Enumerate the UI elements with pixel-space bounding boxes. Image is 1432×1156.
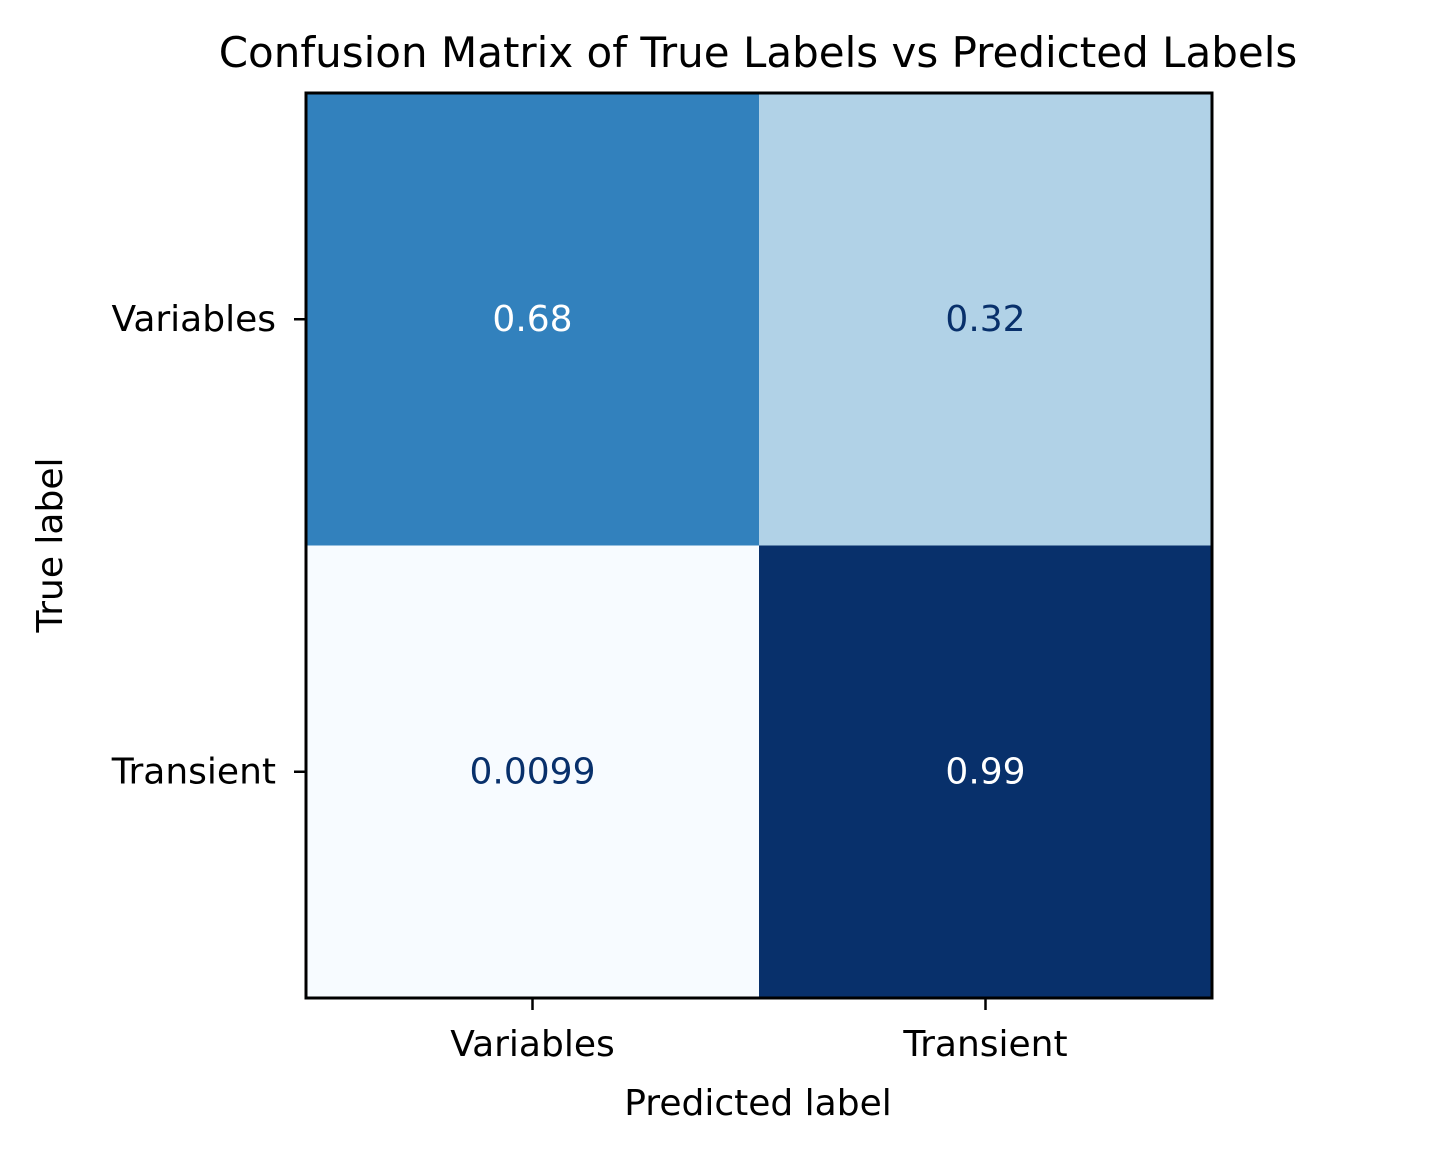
y-tick-label-2: Transient (111, 751, 276, 792)
heatmap-cells (306, 93, 1213, 999)
cell-value-2-1: 0.0099 (470, 751, 596, 792)
y-tick-label-1: Variables (111, 299, 276, 340)
heatmap-cell-2-1 (306, 545, 760, 999)
x-tick-label-1: Variables (450, 1024, 615, 1065)
y-axis-ticks: Variables Transient (111, 299, 306, 792)
chart-title: Confusion Matrix of True Labels vs Predi… (219, 28, 1298, 77)
cell-value-2-2: 0.99 (945, 751, 1025, 792)
cell-value-labels: 0.68 0.32 0.0099 0.99 (470, 299, 1026, 793)
x-axis-ticks: Variables Transient (450, 998, 1068, 1065)
heatmap-cell-1-1 (306, 93, 760, 546)
heatmap-cell-1-2 (759, 93, 1213, 546)
x-axis-label: Predicted label (624, 1083, 892, 1124)
heatmap-cell-2-2 (759, 545, 1213, 999)
plot-frame (304, 91, 1214, 1000)
cell-value-1-2: 0.32 (945, 299, 1025, 340)
x-tick-label-2: Transient (902, 1024, 1067, 1065)
y-axis-label: True label (30, 458, 71, 634)
cell-value-1-1: 0.68 (492, 299, 572, 340)
